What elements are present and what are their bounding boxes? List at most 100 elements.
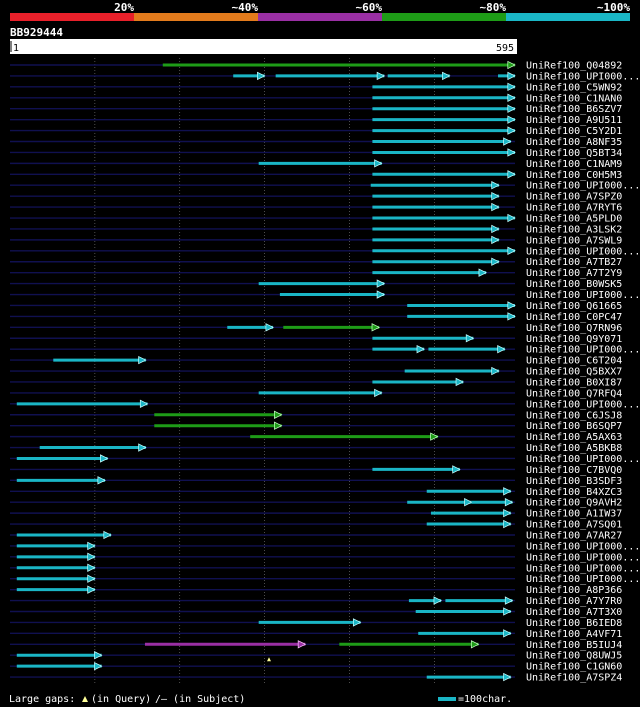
hit-label[interactable]: UniRef100_A7T2Y9 — [526, 268, 622, 279]
hit-row[interactable]: UniRef100_A7SPZ4 — [10, 673, 622, 684]
hit-row[interactable]: UniRef100_Q61665 — [10, 301, 622, 312]
hit-row[interactable]: UniRef100_UPI000... — [10, 399, 640, 410]
hit-label[interactable]: UniRef100_UPI000... — [526, 181, 640, 192]
hit-row[interactable]: UniRef100_A7T2Y9 — [10, 268, 622, 279]
hit-label[interactable]: UniRef100_A7SQ01 — [526, 520, 622, 531]
hit-label[interactable]: UniRef100_UPI000... — [526, 552, 640, 563]
hit-row[interactable]: UniRef100_B0XI87 — [10, 377, 622, 388]
hit-row[interactable]: UniRef100_UPI000... — [10, 552, 640, 563]
hit-label[interactable]: UniRef100_UPI000... — [526, 454, 640, 465]
hit-row[interactable]: UniRef100_B6SZV7 — [10, 104, 622, 115]
hit-label[interactable]: UniRef100_B6SZV7 — [526, 104, 622, 115]
hit-row[interactable]: UniRef100_A8P366 — [10, 585, 622, 596]
hit-label[interactable]: UniRef100_B3SDF3 — [526, 476, 622, 487]
hit-label[interactable]: UniRef100_B0XI87 — [526, 377, 622, 388]
hit-label[interactable]: UniRef100_UPI000... — [526, 246, 640, 257]
hit-label[interactable]: UniRef100_UPI000... — [526, 290, 640, 301]
hit-row[interactable]: UniRef100_A7SWL9 — [10, 235, 622, 246]
hit-row[interactable]: UniRef100_Q7RN96 — [10, 323, 622, 334]
hit-row[interactable]: UniRef100_A5BKB8 — [10, 443, 622, 454]
hit-row[interactable]: UniRef100_B5IUJ4 — [10, 640, 622, 651]
hit-label[interactable]: UniRef100_C6T204 — [526, 356, 622, 367]
hit-row[interactable]: UniRef100_A5PLD0 — [10, 214, 622, 225]
hit-label[interactable]: UniRef100_UPI000... — [526, 71, 640, 82]
hit-row[interactable]: UniRef100_B6IED8 — [10, 618, 622, 629]
hit-row[interactable]: UniRef100_C1GN60 — [10, 662, 622, 673]
hit-row[interactable]: UniRef100_UPI000... — [10, 454, 640, 465]
hit-row[interactable]: UniRef100_UPI000... — [10, 181, 640, 192]
hit-row[interactable]: UniRef100_Q5BT34 — [10, 148, 622, 159]
hit-label[interactable]: UniRef100_B6IED8 — [526, 618, 622, 629]
hit-row[interactable]: UniRef100_C1NAN0 — [10, 93, 622, 104]
hit-row[interactable]: UniRef100_A7T3X0 — [10, 607, 622, 618]
hit-row[interactable]: UniRef100_A3LSK2 — [10, 224, 622, 235]
hit-label[interactable]: UniRef100_UPI000... — [526, 574, 640, 585]
hit-label[interactable]: UniRef100_B4XZC3 — [526, 487, 622, 498]
hit-row[interactable]: UniRef100_Q9AVH2 — [10, 498, 622, 509]
hit-label[interactable]: UniRef100_A9U511 — [526, 115, 622, 126]
hit-label[interactable]: UniRef100_A7RYT6 — [526, 203, 622, 214]
hit-label[interactable]: UniRef100_Q7RFQ4 — [526, 388, 622, 399]
hit-label[interactable]: UniRef100_A5BKB8 — [526, 443, 622, 454]
hit-label[interactable]: UniRef100_A7T3X0 — [526, 607, 622, 618]
hit-label[interactable]: UniRef100_C0PC47 — [526, 312, 622, 323]
hit-row[interactable]: UniRef100_A7SPZ0 — [10, 192, 622, 203]
hit-row[interactable]: UniRef100_C7BVQ0 — [10, 465, 622, 476]
hit-row[interactable]: UniRef100_Q9Y071 — [10, 334, 622, 345]
hit-label[interactable]: UniRef100_C5Y2D1 — [526, 126, 622, 137]
hit-row[interactable]: UniRef100_C6T204 — [10, 356, 622, 367]
hit-label[interactable]: UniRef100_C1NAM9 — [526, 159, 622, 170]
hit-row[interactable]: UniRef100_UPI000... — [10, 541, 640, 552]
hit-label[interactable]: UniRef100_B0WSK5 — [526, 279, 622, 290]
hit-row[interactable]: UniRef100_A4VF71 — [10, 629, 622, 640]
hit-row[interactable]: UniRef100_C0PC47 — [10, 312, 622, 323]
hit-label[interactable]: UniRef100_Q7RN96 — [526, 323, 622, 334]
hit-label[interactable]: UniRef100_C1NAN0 — [526, 93, 622, 104]
hit-row[interactable]: UniRef100_A7TB27 — [10, 257, 622, 268]
hit-label[interactable]: UniRef100_C7BVQ0 — [526, 465, 622, 476]
hit-row[interactable]: UniRef100_UPI000... — [10, 345, 640, 356]
hit-label[interactable]: UniRef100_A3LSK2 — [526, 224, 622, 235]
hit-row[interactable]: UniRef100_Q04892 — [10, 61, 622, 72]
hit-label[interactable]: UniRef100_B6SQP7 — [526, 421, 622, 432]
hit-label[interactable]: UniRef100_A8P366 — [526, 585, 622, 596]
hit-row[interactable]: UniRef100_A5AX63 — [10, 432, 622, 443]
hit-row[interactable]: UniRef100_UPI000... — [10, 574, 640, 585]
hit-label[interactable]: UniRef100_A7SPZ4 — [526, 673, 622, 684]
hit-label[interactable]: UniRef100_A7SWL9 — [526, 235, 622, 246]
hit-label[interactable]: UniRef100_A7TB27 — [526, 257, 622, 268]
hit-row[interactable]: UniRef100_Q5BXX7 — [10, 367, 622, 378]
hit-row[interactable]: UniRef100_C1NAM9 — [10, 159, 622, 170]
hit-row[interactable]: UniRef100_A7RYT6 — [10, 203, 622, 214]
hit-label[interactable]: UniRef100_C6JSJ8 — [526, 410, 622, 421]
hit-row[interactable]: UniRef100_UPI000... — [10, 290, 640, 301]
hit-label[interactable]: UniRef100_A5AX63 — [526, 432, 622, 443]
hit-label[interactable]: UniRef100_A1IW37 — [526, 509, 622, 520]
hit-row[interactable]: UniRef100_B3SDF3 — [10, 476, 622, 487]
hit-label[interactable]: UniRef100_A5PLD0 — [526, 214, 622, 225]
hit-row[interactable]: UniRef100_C5Y2D1 — [10, 126, 622, 137]
hit-label[interactable]: UniRef100_UPI000... — [526, 563, 640, 574]
hit-row[interactable]: UniRef100_UPI000... — [10, 563, 640, 574]
hit-label[interactable]: UniRef100_C1GN60 — [526, 662, 622, 673]
hit-row[interactable]: UniRef100_C5WN92 — [10, 82, 622, 93]
hit-row[interactable]: UniRef100_A7AR27 — [10, 530, 622, 541]
hit-label[interactable]: UniRef100_A8NF35 — [526, 137, 622, 148]
hit-label[interactable]: UniRef100_Q9Y071 — [526, 334, 622, 345]
hit-row[interactable]: UniRef100_A9U511 — [10, 115, 622, 126]
hit-label[interactable]: UniRef100_UPI000... — [526, 345, 640, 356]
hit-row[interactable]: UniRef100_A1IW37 — [10, 509, 622, 520]
hit-row[interactable]: UniRef100_Q8UWJ5 — [10, 651, 622, 662]
hit-label[interactable]: UniRef100_Q5BT34 — [526, 148, 622, 159]
hit-label[interactable]: UniRef100_A7SPZ0 — [526, 192, 622, 203]
hit-row[interactable]: UniRef100_UPI000... — [10, 71, 640, 82]
hit-row[interactable]: UniRef100_C6JSJ8 — [10, 410, 622, 421]
hit-row[interactable]: UniRef100_B4XZC3 — [10, 487, 622, 498]
hit-label[interactable]: UniRef100_C5WN92 — [526, 82, 622, 93]
hit-label[interactable]: UniRef100_A7Y7R0 — [526, 596, 622, 607]
hit-row[interactable]: UniRef100_A7SQ01 — [10, 520, 622, 531]
hit-row[interactable]: UniRef100_B6SQP7 — [10, 421, 622, 432]
hit-row[interactable]: UniRef100_Q7RFQ4 — [10, 388, 622, 399]
hit-label[interactable]: UniRef100_UPI000... — [526, 541, 640, 552]
hit-row[interactable]: UniRef100_UPI000... — [10, 246, 640, 257]
